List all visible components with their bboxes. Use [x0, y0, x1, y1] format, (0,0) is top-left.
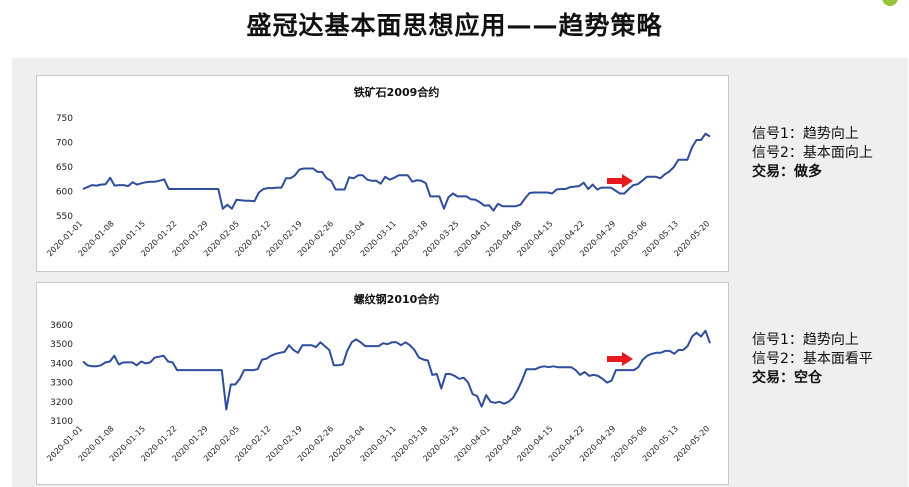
signal-1-text: 信号1：趋势向上: [752, 126, 859, 142]
y-tick-label: 750: [56, 114, 73, 124]
y-tick-label: 3200: [50, 398, 73, 408]
chart-title: 螺纹钢2010合约: [354, 292, 440, 306]
signal-box-rebar: 信号1：趋势向上 信号2：基本面看平 交易：空仓: [752, 331, 873, 388]
y-tick-label: 3500: [50, 340, 73, 350]
signal-box-iron-ore: 信号1：趋势向上 信号2：基本面向上 交易：做多: [752, 125, 873, 182]
iron-ore-chart-svg: 铁矿石2009合约5506006507007502020-01-012020-0…: [45, 85, 711, 258]
y-tick-label: 600: [56, 188, 73, 198]
rebar-chart: 螺纹钢2010合约 3100 3200 3300 3400 3500 3600 2020-01…: [36, 282, 729, 485]
rebar-chart-svg: 螺纹钢2010合约3100320033003400350036002020-01…: [45, 292, 711, 463]
chart-title: 铁矿石2009合约: [354, 85, 440, 99]
iron-ore-chart: 铁矿石2009合约 550 600 650 700 750 2020-01-01 2020-0…: [36, 75, 729, 272]
signal-1-text: 信号1：趋势向上: [752, 332, 859, 348]
y-tick-label: 3400: [50, 359, 73, 369]
y-tick-label: 650: [56, 163, 73, 173]
page-title: 盛冠达基本面思想应用——趋势策略: [246, 11, 663, 40]
y-tick-label: 3300: [50, 379, 73, 389]
y-tick-label: 550: [56, 212, 73, 222]
trade-text: 交易：做多: [752, 164, 822, 180]
corner-decoration: [882, 0, 898, 6]
y-tick-label: 3600: [50, 321, 73, 331]
signal-arrow-icon: [607, 352, 633, 366]
signal-2-text: 信号2：基本面向上: [752, 145, 873, 161]
price-series-line: [82, 329, 711, 411]
signal-2-text: 信号2：基本面看平: [752, 351, 873, 367]
price-series-line: [82, 132, 711, 212]
content-panel: 铁矿石2009合约 550 600 650 700 750 2020-01-01 2020-0…: [12, 58, 908, 487]
trade-text: 交易：空仓: [752, 370, 822, 386]
y-tick-label: 700: [56, 139, 73, 149]
y-tick-label: 3100: [50, 417, 73, 427]
signal-arrow-icon: [607, 174, 633, 188]
